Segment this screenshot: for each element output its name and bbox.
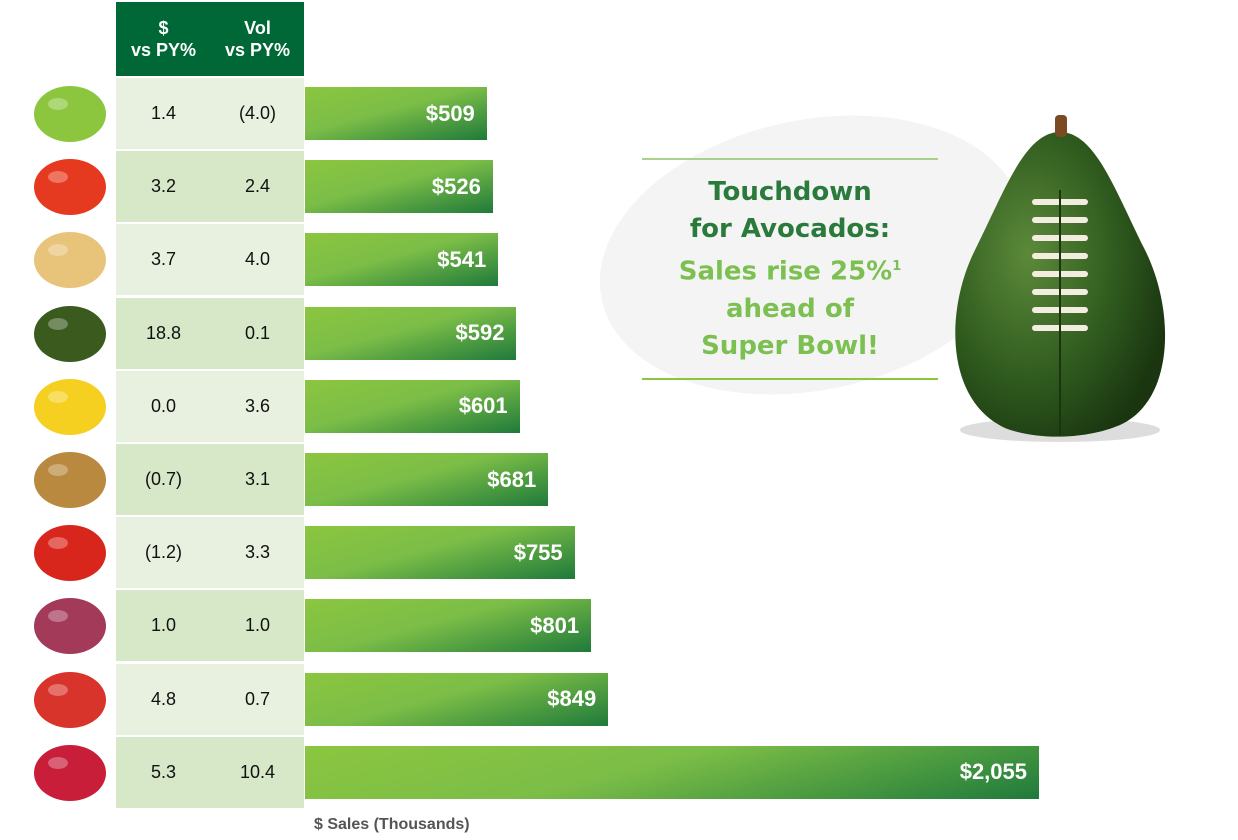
vol-vs-py-cell: 1.0 [211,590,304,662]
bar-value-label: $601 [458,393,508,419]
dollar-vs-py-cell: 1.0 [116,590,211,662]
callout-line: Sales rise 25%1 [642,248,938,291]
dollar-vs-py-cell: 3.2 [116,151,211,223]
bar: $541 [305,233,499,287]
x-axis-label: $ Sales (Thousands) [314,816,470,833]
dollar-vs-py-cell: 3.7 [116,224,211,296]
bar-value-label: $801 [530,612,580,638]
callout-text: Touchdown for Avocados: Sales rise 25%1 … [642,158,938,380]
bar-value-label: $526 [431,173,481,199]
callout-line: ahead of [725,293,855,324]
dollar-vs-py-cell: (1.2) [116,517,211,589]
bar-value-label: $592 [455,320,505,346]
bar-value-label: $509 [425,100,475,126]
dollar-vs-py-cell: (0.7) [116,444,211,515]
potato-icon [34,452,106,508]
header-vol-vs-py: Vol vs PY% [211,2,304,76]
tomato-icon [34,525,106,582]
avocado-football-icon [955,115,1166,442]
header-dollar-vs-py: $ vs PY% [116,2,211,76]
banana-icon [34,378,106,435]
dollar-vs-py-cell: 4.8 [116,663,211,735]
header-line: vs PY% [224,40,291,60]
vol-vs-py-cell: 10.4 [211,736,304,808]
bar: $601 [305,379,520,433]
bar-value-label: $2,055 [959,759,1027,785]
onion-icon [34,232,106,289]
vol-vs-py-cell: 3.3 [211,517,304,589]
lettuce-icon [34,86,106,142]
callout-line: Touchdown [708,177,872,207]
dollar-vs-py-cell: 1.4 [116,78,211,149]
bar-value-label: $849 [547,686,597,712]
bar-value-label: $681 [487,466,537,492]
bar: $755 [305,526,575,580]
vol-vs-py-cell: 0.7 [211,663,304,735]
dollar-vs-py-cell: 18.8 [116,297,211,369]
dollar-vs-py-cell: 0.0 [116,370,211,442]
grapes-icon [34,598,106,655]
vol-vs-py-cell: 3.6 [211,370,304,442]
bar: $801 [305,599,592,653]
header-line: $ [158,18,169,38]
bar: $509 [305,87,487,140]
vol-vs-py-cell: 2.4 [211,151,304,223]
callout-line-text: Sales rise 25% [678,256,893,287]
berries-icon [34,744,106,801]
bar: $592 [305,306,517,360]
header-line: vs PY% [130,40,197,60]
callout-line: for Avocados: [689,214,891,244]
bar: $681 [305,453,549,506]
bar: $2,055 [305,745,1039,799]
apple-icon [34,671,106,728]
bar-value-label: $755 [513,539,563,565]
footnote-marker: 1 [892,259,902,274]
header-line: Vol [244,18,271,38]
dollar-vs-py-cell: 5.3 [116,736,211,808]
bar-value-label: $541 [437,246,487,272]
vol-vs-py-cell: 0.1 [211,297,304,369]
peppers-icon [34,159,106,216]
vol-vs-py-cell: 4.0 [211,224,304,296]
callout-line: Super Bowl! [701,330,879,361]
vol-vs-py-cell: 3.1 [211,444,304,515]
vol-vs-py-cell: (4.0) [211,78,304,149]
bar: $849 [305,672,609,726]
avocado-icon [34,305,106,362]
bar: $526 [305,160,493,214]
